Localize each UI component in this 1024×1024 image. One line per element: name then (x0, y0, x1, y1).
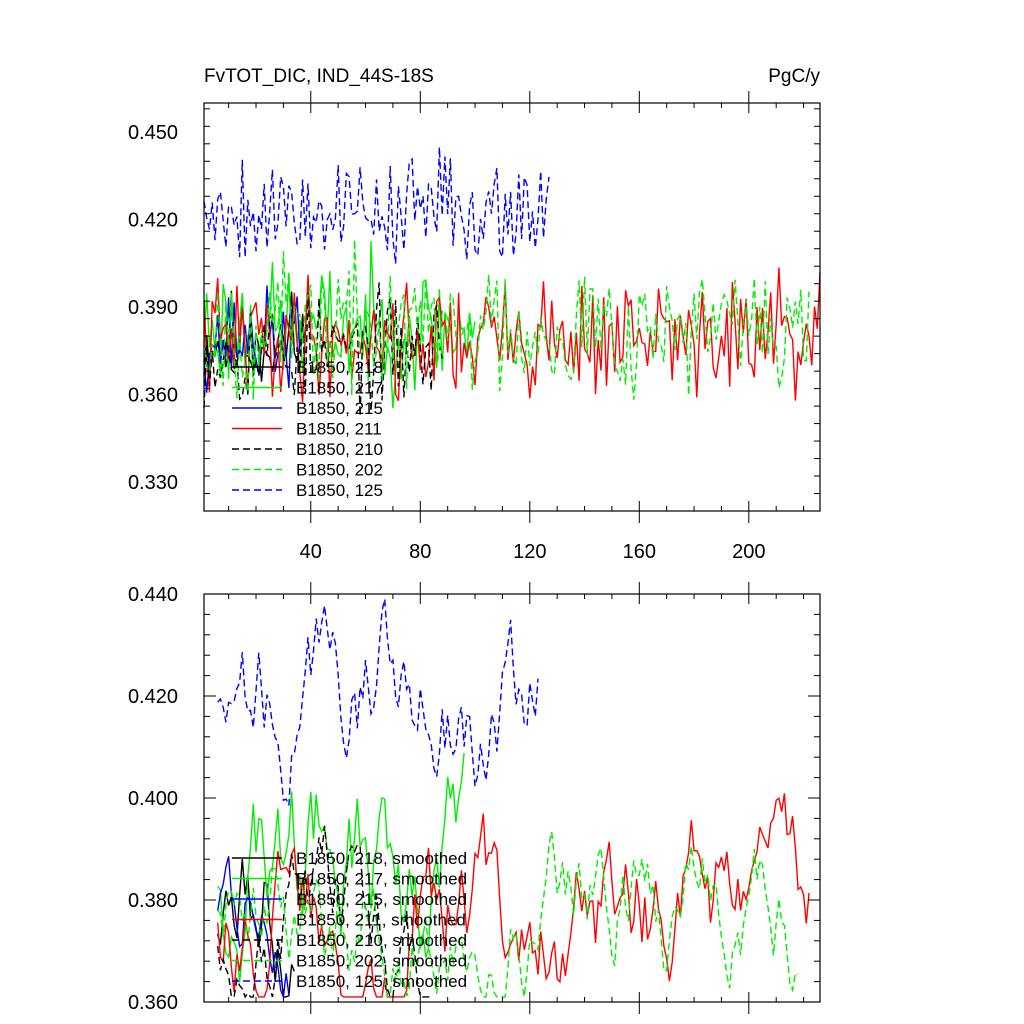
legend-label: B1850, 215 (296, 399, 383, 418)
series-line-6 (203, 239, 810, 400)
legend-label: B1850, 218, smoothed (296, 849, 467, 868)
y-tick-label: 0.360 (128, 384, 178, 406)
y-tick-label: 0.440 (128, 584, 178, 606)
legend-label: B1850, 215, smoothed (296, 890, 467, 909)
y-tick-label: 0.390 (128, 297, 178, 319)
legend-label: B1850, 210, smoothed (296, 931, 467, 950)
series-line-5 (203, 282, 443, 417)
bottom-series-group (217, 598, 810, 999)
y-tick-label: 0.450 (128, 122, 178, 144)
series-line-2 (217, 752, 465, 983)
legend-label: B1850, 218 (296, 358, 383, 377)
top-chart-units: PgC/y (768, 66, 820, 87)
y-tick-label: 0.360 (128, 992, 178, 1014)
top-axes: 40 80 120 160 200 0.330 0.360 0.390 0.420 0.450 (128, 91, 820, 563)
y-tick-label: 0.330 (128, 472, 178, 494)
legend-label: B1850, 217 (296, 379, 383, 398)
top-chart-title: FvTOT_DIC, IND_44S-18S (204, 66, 434, 87)
legend-label: B1850, 202 (296, 461, 383, 480)
top-plot-frame (203, 102, 821, 512)
series-line-5 (217, 825, 432, 999)
legend-label: B1850, 217, smoothed (296, 870, 467, 889)
bottom-panel: 0.360 0.380 0.400 0.420 0.440 B1850, 218, sm… (128, 582, 821, 1014)
top-panel: FvTOT_DIC, IND_44S-18S PgC/y 40 80 120 160 2… (128, 66, 821, 563)
top-series-group (203, 147, 821, 417)
y-tick-label: 0.400 (128, 788, 178, 810)
legend-label: B1850, 211, smoothed (296, 911, 466, 930)
bottom-legend: B1850, 218, smoothed B1850, 217, smoothed… (232, 849, 467, 991)
y-tick-label: 0.420 (128, 210, 178, 232)
series-line-7 (203, 147, 550, 264)
x-tick-label: 120 (513, 541, 546, 563)
series-line-7 (217, 598, 539, 806)
legend-label: B1850, 210 (296, 440, 383, 459)
x-tick-label: 160 (623, 541, 656, 563)
bottom-axes: 0.360 0.380 0.400 0.420 0.440 (128, 582, 820, 1014)
legend-label: B1850, 125 (296, 481, 383, 500)
y-tick-label: 0.420 (128, 686, 178, 708)
x-tick-label: 80 (409, 541, 431, 563)
legend-label: B1850, 202, smoothed (296, 952, 467, 971)
series-line-6 (217, 831, 799, 999)
y-tick-label: 0.380 (128, 890, 178, 912)
legend-label: B1850, 125, smoothed (296, 972, 467, 991)
legend-label: B1850, 211 (296, 420, 382, 439)
x-tick-label: 200 (732, 541, 765, 563)
x-tick-label: 40 (300, 541, 322, 563)
